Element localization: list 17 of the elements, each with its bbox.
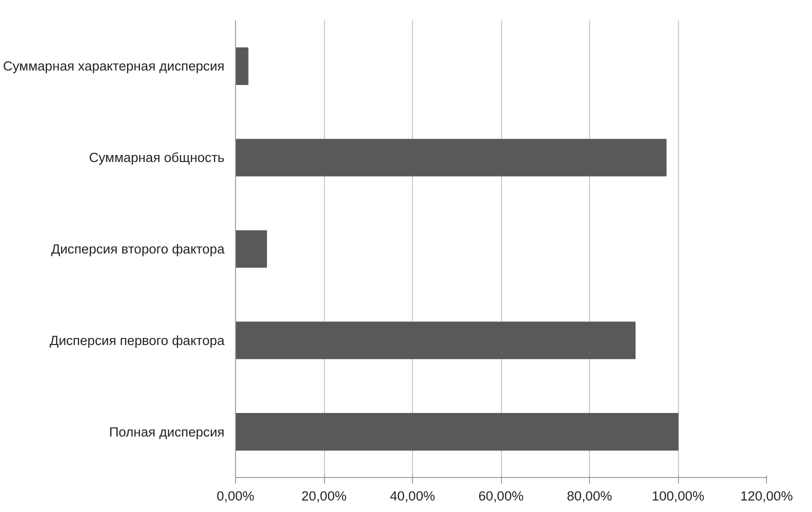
x-tick-label: 0,00% [216, 488, 255, 504]
x-tick-label: 60,00% [478, 488, 524, 504]
x-tick-label: 20,00% [301, 488, 347, 504]
x-tick-label: 120,00% [740, 488, 793, 504]
y-tick-label: Суммарная общность [89, 150, 225, 166]
x-tick-label: 100,00% [652, 488, 704, 504]
bar [236, 230, 267, 268]
y-tick-label: Полная дисперсия [109, 424, 225, 440]
y-tick-label: Дисперсия первого фактора [50, 332, 226, 348]
y-tick-label: Суммарная характерная дисперсия [3, 58, 225, 74]
bar [236, 322, 636, 360]
bar [236, 47, 248, 85]
x-tick-label: 80,00% [566, 488, 612, 504]
x-tick-label: 40,00% [390, 488, 436, 504]
bar [236, 138, 667, 176]
y-tick-label: Дисперсия второго фактора [51, 242, 226, 256]
bar [236, 413, 678, 451]
